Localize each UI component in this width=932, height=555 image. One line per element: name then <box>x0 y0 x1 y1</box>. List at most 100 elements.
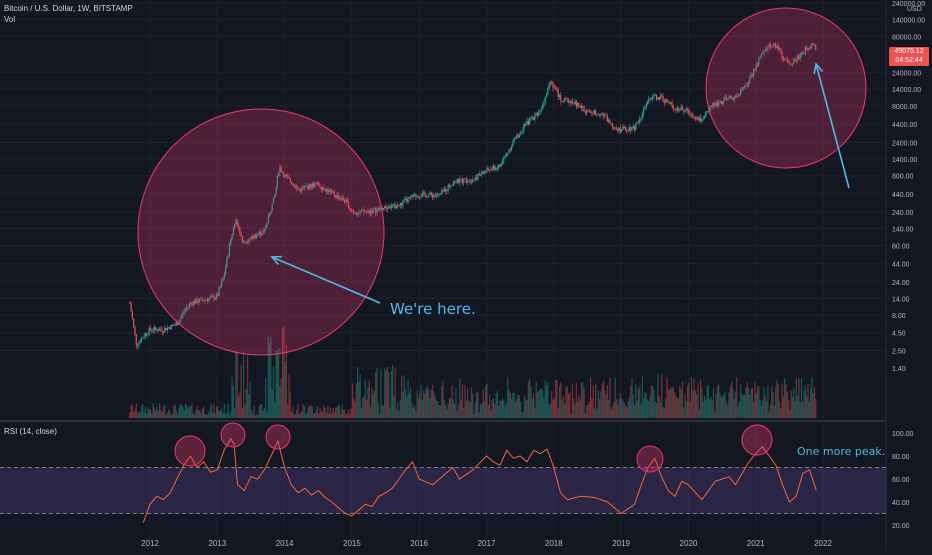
candle-body <box>571 100 574 104</box>
candle-body <box>423 192 425 193</box>
candle-body <box>205 299 207 301</box>
volume-bar <box>170 414 172 418</box>
candle-body <box>454 181 456 183</box>
candle-body <box>244 241 246 244</box>
candle-body <box>765 49 768 51</box>
volume-bar <box>254 414 256 418</box>
candle-body <box>636 122 638 124</box>
candle-body <box>408 197 410 199</box>
volume-bar <box>815 398 817 418</box>
volume-bar <box>773 405 775 418</box>
candle-body <box>192 301 194 306</box>
candle-body <box>411 195 413 197</box>
volume-bar <box>759 399 761 418</box>
candle-body <box>281 171 284 173</box>
volume-bar <box>503 400 505 418</box>
volume-bar <box>633 404 636 418</box>
candle-body <box>241 236 244 243</box>
volume-bar <box>256 414 258 418</box>
volume-bar <box>520 401 522 418</box>
volume-bar <box>508 390 510 418</box>
volume-bar <box>300 412 302 418</box>
volume-bar <box>555 379 557 418</box>
candle-body <box>323 187 325 191</box>
candle-body <box>684 110 686 112</box>
volume-bar <box>777 384 779 418</box>
volume-bar <box>468 400 470 418</box>
volume-bar <box>244 404 246 418</box>
candle-body <box>177 322 179 325</box>
candle-body <box>447 184 449 191</box>
price-axis-unit: USD <box>907 6 922 13</box>
volume-bar <box>388 372 390 418</box>
volume-bar <box>340 413 342 418</box>
candle-body <box>279 166 281 173</box>
candle-body <box>424 192 426 195</box>
candle-body <box>803 53 805 55</box>
candle-body <box>707 110 709 112</box>
volume-bar <box>161 411 163 418</box>
highlight-circle-2021 <box>705 7 867 169</box>
volume-bar <box>265 378 267 418</box>
time-tick-label: 2014 <box>276 539 294 548</box>
time-tick-label: 2013 <box>208 539 226 548</box>
candle-body <box>469 180 471 182</box>
volume-bar <box>413 404 416 418</box>
candle-body <box>316 182 319 185</box>
candle-body <box>350 208 352 211</box>
candle-body <box>375 208 377 213</box>
candle-body <box>689 114 691 115</box>
volume-bar <box>498 405 500 418</box>
volume-bar <box>556 379 558 418</box>
candle-body <box>479 174 482 176</box>
volume-bar <box>474 402 476 418</box>
volume-bar <box>680 389 682 418</box>
candle-body <box>340 198 342 200</box>
candle-body <box>773 43 775 46</box>
volume-bar <box>363 396 365 418</box>
volume-bar <box>627 401 629 418</box>
volume-bar <box>798 377 800 418</box>
candle-body <box>473 179 475 180</box>
candle-body <box>158 328 161 331</box>
candle-body <box>529 118 531 125</box>
candle-body <box>360 209 363 212</box>
candle-body <box>667 101 669 103</box>
volume-bar <box>171 413 174 418</box>
candle-body <box>402 201 404 206</box>
price-tick-label: 800.00 <box>892 174 914 181</box>
candle-body <box>230 238 232 245</box>
volume-bar <box>558 386 561 418</box>
candle-body <box>692 113 694 117</box>
candle-body <box>394 203 396 209</box>
candle-body <box>318 182 320 186</box>
candle-body <box>197 302 200 304</box>
candle-body <box>341 197 343 200</box>
volume-bar <box>512 392 514 418</box>
candle-body <box>464 178 466 180</box>
volume-bar <box>290 411 293 418</box>
volume-bar <box>626 407 628 418</box>
candle-body <box>498 165 500 168</box>
candle-body <box>275 186 277 195</box>
volume-bar <box>767 385 769 418</box>
volume-bar <box>516 397 518 418</box>
volume-bar <box>142 403 144 418</box>
candle-body <box>146 333 148 335</box>
volume-bar <box>794 401 796 418</box>
candle-body <box>442 190 444 192</box>
annotation-peak: One more peak. <box>797 445 886 458</box>
volume-bar <box>134 409 136 418</box>
candle-body <box>450 185 452 187</box>
candle-body <box>476 177 478 180</box>
volume-bar <box>149 409 152 418</box>
volume-bar <box>643 398 645 418</box>
candle-body <box>566 98 568 100</box>
rsi-band-layer <box>0 467 886 514</box>
volume-bar <box>162 406 165 418</box>
candle-body <box>445 189 447 192</box>
volume-bar <box>223 403 225 418</box>
volume-bar <box>360 407 363 418</box>
candle-body <box>265 225 267 230</box>
candle-body <box>368 210 370 214</box>
